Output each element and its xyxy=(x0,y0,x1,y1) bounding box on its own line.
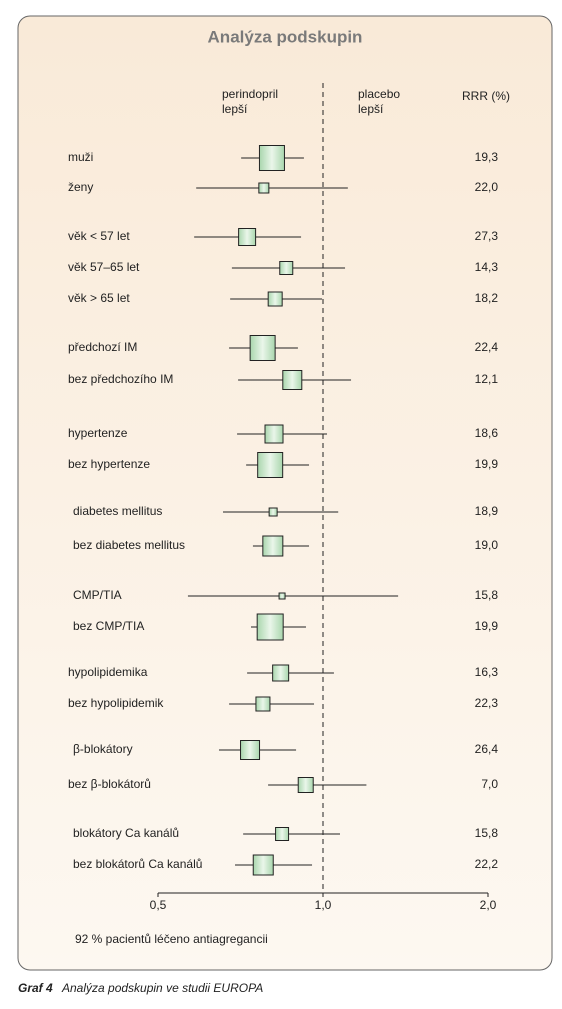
note: 92 % pacientů léčeno antiagregancii xyxy=(75,932,268,946)
rrr-value: 22,0 xyxy=(475,180,499,194)
estimate-box xyxy=(249,335,276,361)
caption-label: Graf 4 xyxy=(18,981,53,995)
row-label: muži xyxy=(68,150,93,164)
rrr-value: 22,3 xyxy=(475,696,499,710)
rrr-value: 18,2 xyxy=(475,291,499,305)
row-label: věk 57–65 let xyxy=(68,260,140,274)
estimate-box xyxy=(238,228,257,246)
rrr-value: 15,8 xyxy=(475,826,499,840)
estimate-box xyxy=(279,261,294,275)
row-label: bez předchozího IM xyxy=(68,372,173,386)
panel xyxy=(17,15,553,971)
rrr-value: 22,2 xyxy=(475,857,499,871)
rrr-value: 26,4 xyxy=(475,742,499,756)
row-label: bez diabetes mellitus xyxy=(73,538,185,552)
estimate-box xyxy=(262,535,284,557)
estimate-box xyxy=(267,291,283,307)
row-label: hypolipidemika xyxy=(68,665,148,679)
estimate-box xyxy=(252,854,274,876)
estimate-box xyxy=(268,507,278,517)
header-left: lepší xyxy=(222,102,248,116)
estimate-box xyxy=(258,145,285,171)
estimate-box xyxy=(258,182,270,194)
estimate-box xyxy=(257,452,284,478)
rrr-value: 19,0 xyxy=(475,538,499,552)
row-label: bez β-blokátorů xyxy=(68,777,151,791)
x-tick-label: 2,0 xyxy=(480,898,497,912)
row-label: bez hypolipidemik xyxy=(68,696,164,710)
estimate-box xyxy=(255,696,271,712)
estimate-box xyxy=(275,827,290,841)
rrr-value: 18,9 xyxy=(475,504,499,518)
row-label: ženy xyxy=(68,180,93,194)
rrr-value: 14,3 xyxy=(475,260,499,274)
header-right: lepší xyxy=(358,102,384,116)
x-tick-label: 1,0 xyxy=(315,898,332,912)
row-label: předchozí IM xyxy=(68,340,137,354)
row-label: CMP/TIA xyxy=(73,588,122,602)
rrr-value: 16,3 xyxy=(475,665,499,679)
estimate-box xyxy=(278,592,286,600)
estimate-box xyxy=(256,613,284,641)
row-label: blokátory Ca kanálů xyxy=(73,826,179,840)
x-tick-label: 0,5 xyxy=(150,898,167,912)
rrr-value: 7,0 xyxy=(481,777,498,791)
header-left: perindopril xyxy=(222,87,278,101)
row-label: věk > 65 let xyxy=(68,291,130,305)
caption-text: Analýza podskupin ve studii EUROPA xyxy=(61,981,263,995)
rrr-value: 22,4 xyxy=(475,340,499,354)
chart-title: Analýza podskupin xyxy=(208,27,363,46)
rrr-header: RRR (%) xyxy=(462,89,510,103)
row-label: bez blokátorů Ca kanálů xyxy=(73,857,202,871)
rrr-value: 19,3 xyxy=(475,150,499,164)
rrr-value: 19,9 xyxy=(475,619,499,633)
estimate-box xyxy=(297,777,314,793)
row-label: diabetes mellitus xyxy=(73,504,162,518)
rrr-value: 19,9 xyxy=(475,457,499,471)
estimate-box xyxy=(264,424,284,444)
rrr-value: 15,8 xyxy=(475,588,499,602)
row-label: bez CMP/TIA xyxy=(73,619,144,633)
estimate-box xyxy=(240,740,261,760)
row-label: β-blokátory xyxy=(73,742,133,756)
rrr-value: 18,6 xyxy=(475,426,499,440)
estimate-box xyxy=(272,664,290,682)
estimate-box xyxy=(282,370,303,390)
header-right: placebo xyxy=(358,87,400,101)
rrr-value: 27,3 xyxy=(475,229,499,243)
rrr-value: 12,1 xyxy=(475,372,499,386)
row-label: hypertenze xyxy=(68,426,128,440)
row-label: bez hypertenze xyxy=(68,457,150,471)
row-label: věk < 57 let xyxy=(68,229,130,243)
